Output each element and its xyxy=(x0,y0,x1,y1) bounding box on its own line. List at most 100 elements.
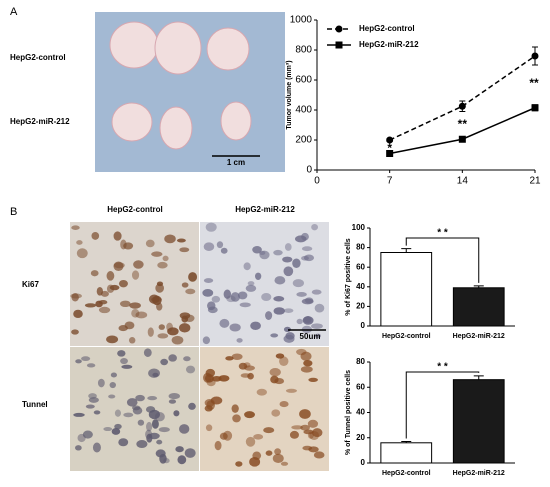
nucleus xyxy=(203,278,214,283)
y-tick-label: 20 xyxy=(356,302,365,311)
y-tick-label: 40 xyxy=(356,408,365,417)
nucleus xyxy=(146,421,153,432)
nucleus xyxy=(188,402,196,410)
nucleus xyxy=(231,404,239,413)
y-tick-label: 1000 xyxy=(290,15,313,26)
nucleus xyxy=(207,306,218,314)
legend-label: HepG2-control xyxy=(359,24,415,33)
nucleus xyxy=(106,271,115,281)
significance-bracket xyxy=(405,371,480,439)
nucleus xyxy=(135,311,148,319)
nucleus xyxy=(265,311,273,320)
nucleus xyxy=(88,393,97,399)
nucleus xyxy=(279,401,289,408)
nucleus xyxy=(205,424,213,432)
nucleus xyxy=(273,296,285,302)
nucleus xyxy=(301,298,314,305)
nucleus xyxy=(131,309,140,318)
nucleus xyxy=(157,333,169,339)
error-bar xyxy=(401,441,412,443)
nucleus xyxy=(301,232,309,241)
row-label: Ki67 xyxy=(22,280,39,289)
nucleus xyxy=(229,323,241,332)
nucleus xyxy=(98,306,111,314)
nucleus xyxy=(119,300,131,307)
row-label: HepG2-miR-212 xyxy=(10,117,70,126)
nucleus xyxy=(303,359,313,367)
nucleus xyxy=(203,242,215,251)
nucleus xyxy=(273,249,283,256)
y-tick-label: 0 xyxy=(306,165,312,176)
row-label: HepG2-control xyxy=(10,53,66,62)
nucleus xyxy=(282,256,293,263)
nucleus xyxy=(103,427,113,432)
significance-bracket xyxy=(405,237,480,283)
nucleus xyxy=(247,281,255,286)
tumor xyxy=(154,21,202,75)
bar xyxy=(380,442,433,464)
nucleus xyxy=(114,423,122,430)
y-tick-label: 400 xyxy=(295,105,312,116)
row-label: Tunnel xyxy=(22,400,48,409)
nucleus xyxy=(274,276,286,285)
nucleus xyxy=(70,293,82,299)
nucleus xyxy=(158,324,165,330)
nucleus xyxy=(218,375,230,382)
nucleus xyxy=(185,288,196,295)
nucleus xyxy=(301,246,313,252)
nucleus xyxy=(82,430,93,439)
scale-label: 50um xyxy=(300,332,321,341)
nucleus xyxy=(152,372,159,378)
nucleus xyxy=(81,356,91,362)
nucleus xyxy=(155,283,164,293)
x-tick-label: HepG2-control xyxy=(382,470,431,477)
nucleus xyxy=(176,238,186,243)
nucleus xyxy=(250,321,261,330)
nucleus xyxy=(118,438,129,447)
x-tick-label: HepG2-control xyxy=(382,333,431,340)
nucleus xyxy=(300,366,313,373)
nucleus xyxy=(274,448,282,456)
annotation: * xyxy=(387,141,392,155)
nucleus xyxy=(243,262,251,271)
nucleus xyxy=(114,409,121,417)
nucleus xyxy=(202,336,210,345)
nucleus xyxy=(123,412,134,418)
tumor xyxy=(220,101,252,141)
nucleus xyxy=(244,411,255,419)
nucleus xyxy=(106,284,115,293)
nucleus xyxy=(236,338,243,343)
nucleus xyxy=(270,375,279,384)
nucleus xyxy=(308,446,319,453)
nucleus xyxy=(285,388,298,393)
nucleus xyxy=(179,424,190,434)
nucleus xyxy=(245,284,257,292)
nucleus xyxy=(183,356,191,362)
legend-label: HepG2-miR-212 xyxy=(359,40,419,49)
nucleus xyxy=(160,358,169,366)
nucleus xyxy=(245,436,256,447)
annotation: * * xyxy=(437,228,448,239)
nucleus xyxy=(111,428,121,435)
y-axis-title: % of Ki67 positive cells xyxy=(345,238,352,316)
nucleus xyxy=(106,335,119,344)
nucleus xyxy=(133,260,144,269)
nucleus xyxy=(148,294,160,304)
nucleus xyxy=(220,247,228,254)
nucleus xyxy=(118,279,128,288)
nucleus xyxy=(75,359,82,364)
nucleus xyxy=(93,410,101,415)
legend-marker xyxy=(335,41,343,49)
nucleus xyxy=(151,251,163,257)
nucleus xyxy=(118,325,128,332)
nucleus xyxy=(216,241,224,249)
nucleus xyxy=(314,333,322,339)
y-tick-label: 0 xyxy=(361,321,366,330)
tumor xyxy=(206,27,250,71)
tumor xyxy=(109,21,159,69)
nucleus xyxy=(230,292,240,302)
nucleus xyxy=(117,350,126,357)
marker xyxy=(531,52,539,60)
nucleus xyxy=(164,234,176,244)
